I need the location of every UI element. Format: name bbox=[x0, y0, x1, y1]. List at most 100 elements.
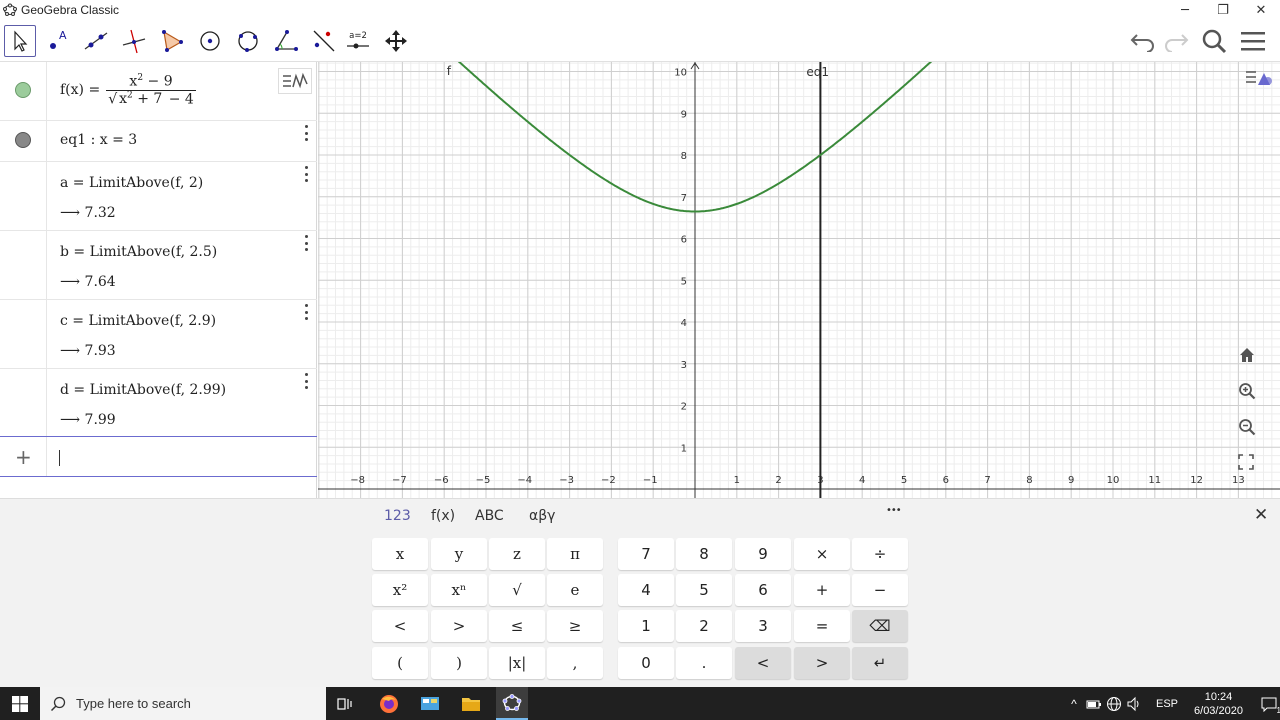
key-9[interactable]: 9 bbox=[735, 538, 791, 570]
key-e[interactable]: e bbox=[547, 574, 603, 606]
input-language[interactable]: ESP bbox=[1156, 697, 1179, 710]
key-6[interactable]: 6 bbox=[735, 574, 791, 606]
algebra-item-eq1[interactable]: eq1 : x = 3 bbox=[0, 121, 317, 162]
move-graphics-tool[interactable] bbox=[380, 25, 412, 57]
main-menu-button[interactable] bbox=[1238, 26, 1268, 56]
key-0[interactable]: 0 bbox=[618, 647, 674, 679]
firefox-taskbar-button[interactable] bbox=[373, 691, 405, 717]
undo-button[interactable] bbox=[1128, 26, 1158, 56]
key-plus[interactable]: + bbox=[794, 574, 850, 606]
algebra-item-b[interactable]: b = LimitAbove(f, 2.5) ⟶ 7.64 bbox=[0, 231, 317, 300]
item-menu-button[interactable] bbox=[303, 373, 309, 389]
polygon-tool[interactable] bbox=[156, 25, 188, 57]
network-globe-icon[interactable] bbox=[1106, 696, 1122, 712]
key-pi[interactable]: π bbox=[547, 538, 603, 570]
key-comma[interactable]: , bbox=[547, 647, 603, 679]
add-item-button[interactable]: + bbox=[15, 445, 32, 469]
key-greater-equal[interactable]: ≥ bbox=[547, 610, 603, 642]
key-4[interactable]: 4 bbox=[618, 574, 674, 606]
show-hidden-icons-icon[interactable]: ^ bbox=[1071, 696, 1077, 711]
key-y[interactable]: y bbox=[431, 538, 487, 570]
key-7[interactable]: 7 bbox=[618, 538, 674, 570]
taskbar-search-box[interactable]: Type here to search bbox=[40, 687, 326, 720]
battery-icon[interactable] bbox=[1086, 697, 1102, 711]
key-open-paren[interactable]: ( bbox=[372, 647, 428, 679]
key-less-than[interactable]: < bbox=[372, 610, 428, 642]
control-panel-taskbar-button[interactable] bbox=[414, 691, 446, 717]
close-window-button[interactable]: ✕ bbox=[1255, 2, 1267, 18]
home-button[interactable] bbox=[1238, 346, 1264, 372]
start-button[interactable] bbox=[4, 691, 36, 717]
task-view-button[interactable] bbox=[330, 691, 362, 717]
key-divide[interactable]: ÷ bbox=[852, 538, 908, 570]
key-z[interactable]: z bbox=[489, 538, 545, 570]
key-less-equal[interactable]: ≤ bbox=[489, 610, 545, 642]
key-square[interactable]: x² bbox=[372, 574, 428, 606]
key-equals[interactable]: = bbox=[794, 610, 850, 642]
key-sqrt[interactable]: √ bbox=[489, 574, 545, 606]
key-minus[interactable]: − bbox=[852, 574, 908, 606]
item-menu-button[interactable] bbox=[303, 235, 309, 251]
key-3[interactable]: 3 bbox=[735, 610, 791, 642]
key-2[interactable]: 2 bbox=[676, 610, 732, 642]
key-x[interactable]: x bbox=[372, 538, 428, 570]
redo-button[interactable] bbox=[1161, 26, 1191, 56]
visibility-marble[interactable] bbox=[15, 132, 31, 148]
algebra-item-d[interactable]: d = LimitAbove(f, 2.99) ⟶ 7.99 bbox=[0, 369, 317, 436]
key-greater-than[interactable]: > bbox=[431, 610, 487, 642]
control-panel-icon bbox=[421, 697, 439, 710]
graphics-style-icon bbox=[1246, 71, 1272, 85]
keyboard-tab-functions[interactable]: f(x) bbox=[431, 508, 456, 524]
point-tool[interactable]: A bbox=[42, 25, 74, 57]
conic-tool[interactable] bbox=[232, 25, 264, 57]
key-decimal-point[interactable]: . bbox=[676, 647, 732, 679]
keyboard-tab-numbers[interactable]: 123 bbox=[384, 508, 411, 524]
key-abs[interactable]: |x| bbox=[489, 647, 545, 679]
reflect-tool[interactable] bbox=[308, 25, 340, 57]
key-enter[interactable]: ↵ bbox=[852, 647, 908, 679]
key-5[interactable]: 5 bbox=[676, 574, 732, 606]
item-menu-button[interactable] bbox=[303, 304, 309, 320]
algebra-item-f[interactable]: f(x) = x2 − 9 √ x2 + 7 − 4 bbox=[0, 62, 317, 121]
keyboard-tab-letters[interactable]: ABC bbox=[475, 508, 504, 524]
key-times[interactable]: × bbox=[794, 538, 850, 570]
key-cursor-right[interactable]: > bbox=[794, 647, 850, 679]
perpendicular-line-tool[interactable] bbox=[118, 25, 150, 57]
move-tool[interactable] bbox=[4, 25, 36, 57]
algebra-input[interactable]: + bbox=[0, 436, 317, 477]
keyboard-tab-greek[interactable]: αβγ bbox=[529, 508, 556, 524]
graphics-view[interactable]: −8−7−6−5−4−3−2−1123456789101112131234567… bbox=[318, 62, 1280, 498]
zoom-in-button[interactable] bbox=[1238, 382, 1264, 408]
geogebra-taskbar-button[interactable] bbox=[496, 687, 528, 720]
item-menu-button[interactable] bbox=[303, 166, 309, 182]
fullscreen-button[interactable] bbox=[1238, 454, 1264, 480]
circle-center-point-tool[interactable] bbox=[194, 25, 226, 57]
angle-tool[interactable] bbox=[270, 25, 302, 57]
file-explorer-taskbar-button[interactable] bbox=[455, 691, 487, 717]
volume-icon[interactable] bbox=[1126, 696, 1142, 712]
maximize-button[interactable]: ❐ bbox=[1217, 2, 1229, 18]
key-close-paren[interactable]: ) bbox=[431, 647, 487, 679]
key-8[interactable]: 8 bbox=[676, 538, 732, 570]
graphics-canvas[interactable]: −8−7−6−5−4−3−2−1123456789101112131234567… bbox=[318, 62, 1280, 498]
x-tick-label: 10 bbox=[1107, 475, 1120, 486]
item-menu-button[interactable] bbox=[303, 125, 309, 141]
algebra-item-a[interactable]: a = LimitAbove(f, 2) ⟶ 7.32 bbox=[0, 162, 317, 231]
key-cursor-left[interactable]: < bbox=[735, 647, 791, 679]
key-power[interactable]: xⁿ bbox=[431, 574, 487, 606]
minimize-button[interactable]: ─ bbox=[1181, 2, 1189, 18]
keyboard-close-button[interactable]: ✕ bbox=[1254, 505, 1269, 525]
visibility-marble[interactable] bbox=[15, 82, 31, 98]
algebra-style-toggle[interactable] bbox=[278, 68, 312, 94]
zoom-out-button[interactable] bbox=[1238, 418, 1264, 444]
line-tool[interactable] bbox=[80, 25, 112, 57]
keyboard-more-button[interactable]: ••• bbox=[886, 505, 902, 516]
graphics-style-button[interactable] bbox=[1244, 68, 1278, 96]
key-1[interactable]: 1 bbox=[618, 610, 674, 642]
slider-tool[interactable]: a=2 bbox=[342, 25, 374, 57]
clock[interactable]: 10:24 6/03/2020 bbox=[1194, 690, 1243, 717]
key-backspace[interactable]: ⌫ bbox=[852, 610, 908, 642]
search-button[interactable] bbox=[1199, 26, 1229, 56]
notifications-button[interactable]: 1 bbox=[1261, 696, 1280, 715]
algebra-item-c[interactable]: c = LimitAbove(f, 2.9) ⟶ 7.93 bbox=[0, 300, 317, 369]
